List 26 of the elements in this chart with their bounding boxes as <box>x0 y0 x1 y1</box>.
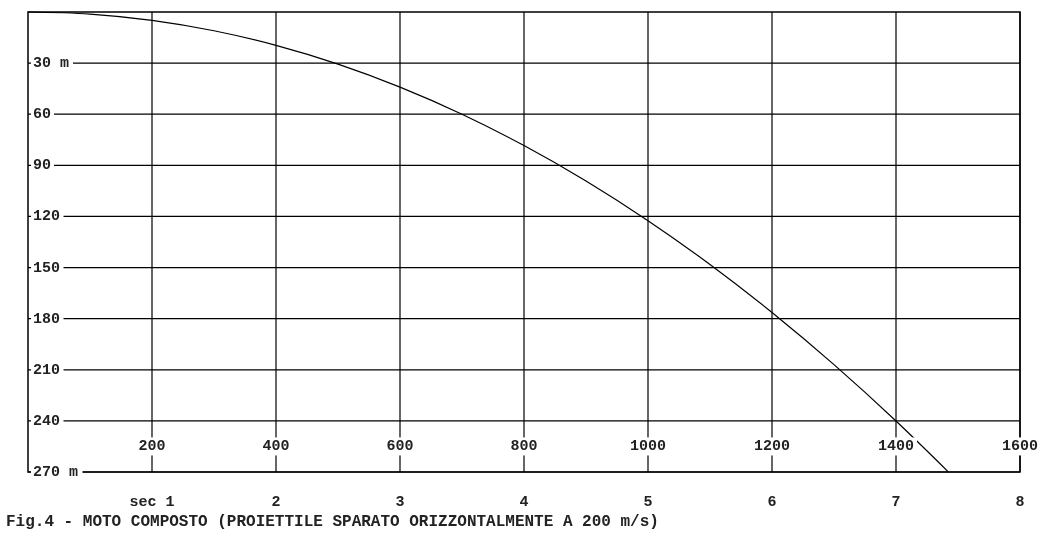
x2-tick-label: 200 <box>138 438 166 456</box>
x-tick-label: 4 <box>519 494 529 511</box>
y-tick-label: 180 <box>33 310 61 328</box>
y-tick-label: 240 <box>33 412 61 430</box>
y-tick-label: 30 m <box>33 55 70 73</box>
y-tick-label: 210 <box>33 361 61 379</box>
x2-tick-label: 1000 <box>629 438 667 456</box>
y-tick-label: 60 <box>33 106 52 124</box>
x2-tick-label: 1600 <box>1001 438 1039 456</box>
x-tick-label: 2 <box>271 494 281 511</box>
y-tick-label: 270 m <box>33 463 79 481</box>
x-tick-label: 7 <box>891 494 901 511</box>
x2-tick-label: 1200 <box>753 438 791 456</box>
x-tick-label: 8 <box>1015 494 1025 511</box>
x2-tick-label: 400 <box>262 438 290 456</box>
x-tick-label: 3 <box>395 494 405 511</box>
x2-tick-label: 800 <box>510 438 538 456</box>
text: Fig.4 - MOTO COMPOSTO (PROIETTILE SPARATO ORIZZONTALMENTE A 200 m/s) <box>6 513 659 531</box>
y-tick-label: 90 <box>33 157 52 175</box>
y-tick-label: 120 <box>33 208 61 226</box>
x-tick-label: 6 <box>767 494 777 511</box>
x2-tick-label: 600 <box>386 438 414 456</box>
x-tick-label: sec 1 <box>129 494 175 511</box>
x-tick-label: 5 <box>643 494 653 511</box>
x2-tick-label: 1400 <box>877 438 915 456</box>
y-tick-label: 150 <box>33 259 61 277</box>
